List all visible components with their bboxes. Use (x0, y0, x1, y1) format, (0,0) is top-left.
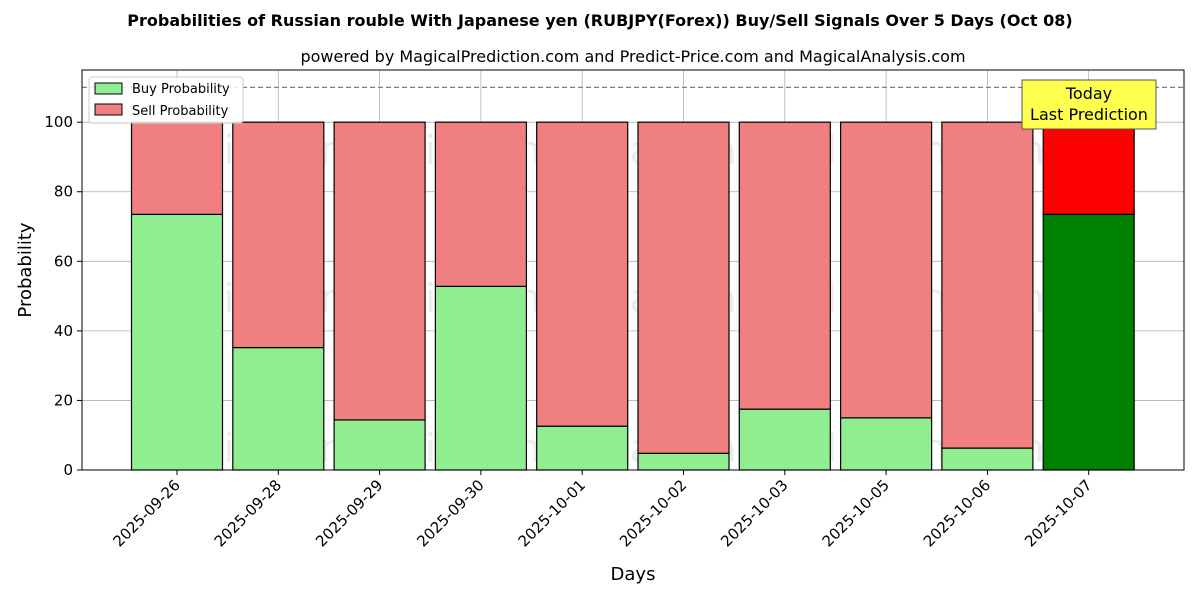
bar-buy (839, 417, 933, 471)
x-tick-label: 2025-09-28 (211, 476, 285, 550)
x-tick-label: 2025-09-26 (109, 476, 183, 550)
y-tick-label: 80 (54, 183, 73, 201)
plot-frame (81, 69, 1185, 471)
annotation-line-2: Last Prediction (1030, 105, 1148, 124)
legend-swatch-buy (94, 82, 123, 95)
x-tick-label: 2025-09-30 (413, 476, 487, 550)
bar-buy (738, 408, 831, 471)
legend-box (88, 76, 244, 124)
bar-sell (536, 121, 629, 427)
bar-sell (637, 121, 730, 454)
x-tick-label: 2025-10-02 (616, 476, 690, 550)
bar-sell (941, 121, 1034, 449)
x-tick-label: 2025-10-06 (920, 476, 994, 550)
x-tick-label: 2025-10-05 (819, 476, 893, 550)
annotation-line-1: Today (1065, 84, 1112, 103)
bar-sell (1042, 121, 1135, 215)
annotation-box (1021, 79, 1157, 130)
bar-buy (434, 285, 527, 471)
x-tick-label: 2025-10-07 (1021, 476, 1095, 550)
y-tick-label: 0 (63, 461, 73, 479)
legend: Buy Probability Sell Probability (88, 76, 244, 124)
bar-buy (941, 447, 1034, 471)
bar-sell (434, 121, 527, 287)
bar-sell (333, 121, 426, 421)
bar-sell (232, 121, 325, 349)
legend-swatch-sell (94, 103, 123, 116)
y-tick-label: 20 (54, 391, 73, 409)
bar-buy (333, 419, 426, 471)
today-annotation: Today Last Prediction (1021, 79, 1157, 130)
chart-title: Probabilities of Russian rouble With Jap… (127, 11, 1072, 30)
legend-label-buy: Buy Probability (132, 82, 230, 97)
x-tick-label: 2025-09-29 (312, 476, 386, 550)
bar-buy (1042, 213, 1135, 471)
bar-sell (839, 121, 933, 419)
y-axis: 0 20 40 60 80 100 (44, 113, 82, 479)
x-tick-label: 2025-10-03 (717, 476, 791, 550)
bar-buy (130, 213, 224, 471)
y-axis-label: Probability (15, 222, 36, 317)
bars-layer (130, 121, 1135, 471)
x-axis-label: Days (611, 564, 656, 585)
bar-sell (738, 121, 831, 410)
bar-buy (232, 346, 325, 471)
x-tick-label: 2025-10-01 (515, 476, 589, 550)
x-axis: 2025-09-26 2025-09-28 2025-09-29 2025-09-30… (109, 470, 1096, 550)
bar-buy (536, 425, 629, 471)
legend-label-sell: Sell Probability (132, 104, 229, 119)
chart-subtitle: powered by MagicalPrediction.com and Pre… (300, 47, 965, 66)
y-tick-label: 100 (44, 113, 73, 131)
bar-buy (637, 452, 730, 471)
y-tick-label: 60 (54, 252, 73, 270)
bar-sell (130, 121, 224, 215)
y-tick-label: 40 (54, 322, 73, 340)
